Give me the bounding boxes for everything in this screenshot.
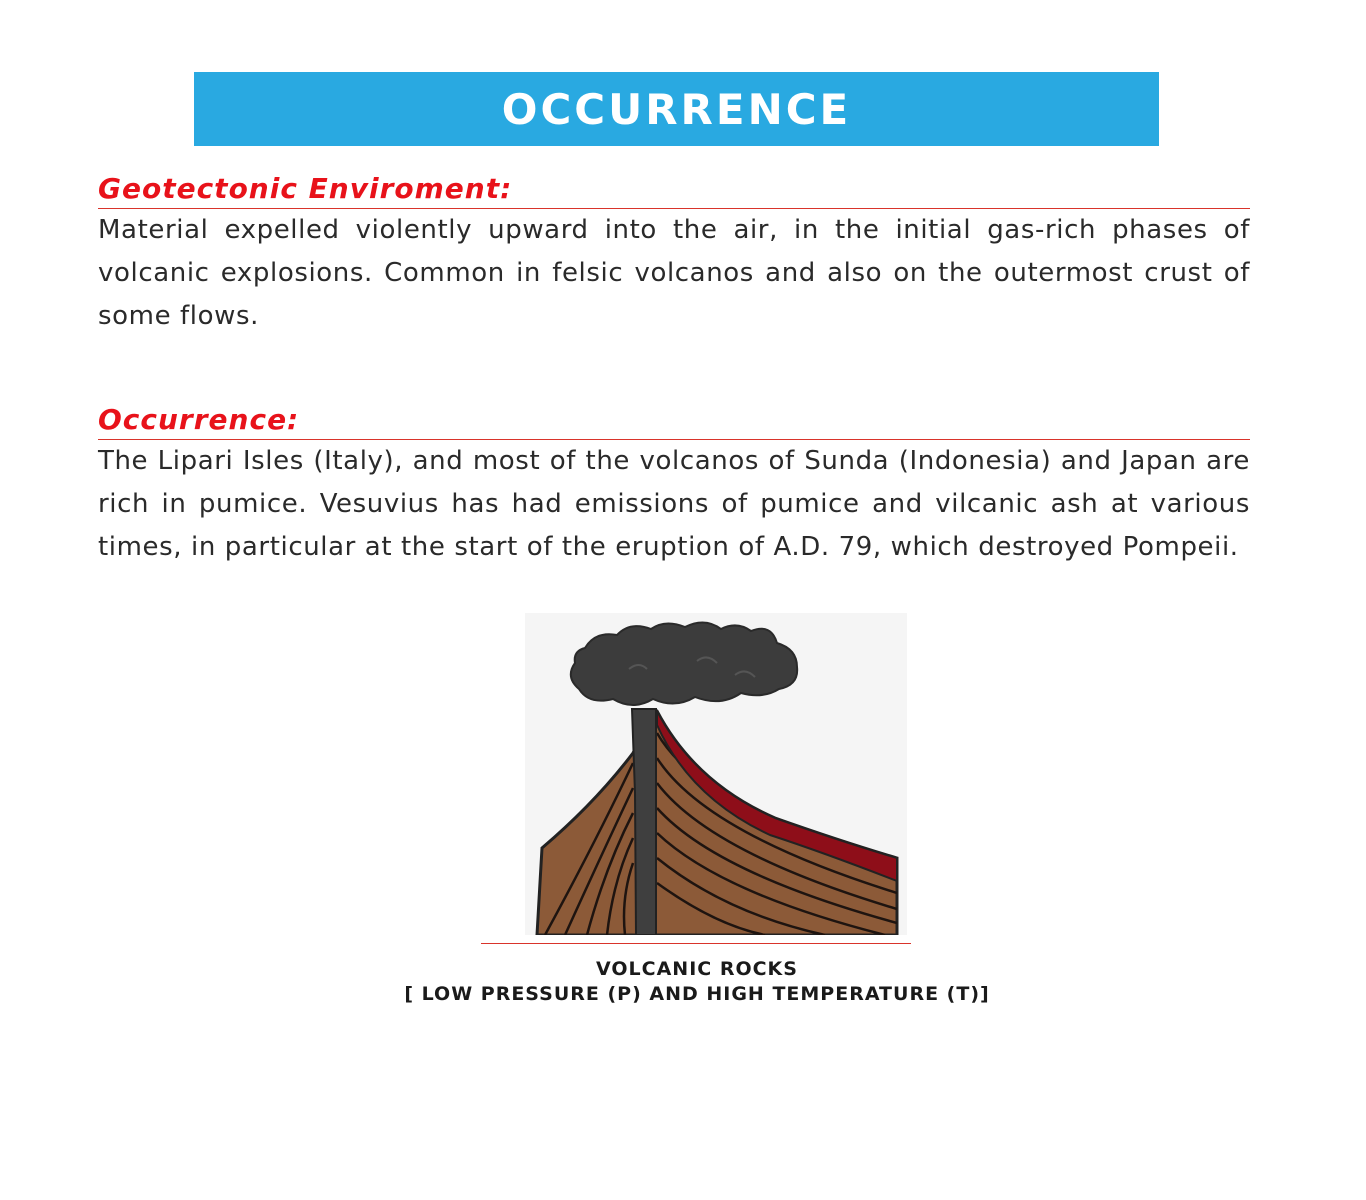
geotectonic-heading: Geotectonic Enviroment: <box>98 170 1250 209</box>
occurrence-heading: Occurrence: <box>98 401 1250 440</box>
occurrence-text: The Lipari Isles (Italy), and most of th… <box>98 446 1250 562</box>
caption-divider <box>481 943 911 944</box>
volcano-icon <box>525 613 907 937</box>
title-banner: OCCURRENCE <box>194 72 1159 146</box>
caption-line-1: VOLCANIC ROCKS <box>596 958 798 980</box>
page-title: OCCURRENCE <box>501 84 852 134</box>
volcano-illustration <box>525 613 907 937</box>
caption-line-2: [ LOW PRESSURE (P) AND HIGH TEMPERATURE … <box>404 983 990 1005</box>
occurrence-section: Occurrence: The Lipari Isles (Italy), an… <box>98 401 1250 569</box>
figure-caption: VOLCANIC ROCKS [ LOW PRESSURE (P) AND HI… <box>397 957 997 1007</box>
geotectonic-text: Material expelled violently upward into … <box>98 215 1250 331</box>
geotectonic-section: Geotectonic Enviroment: Material expelle… <box>98 170 1250 338</box>
